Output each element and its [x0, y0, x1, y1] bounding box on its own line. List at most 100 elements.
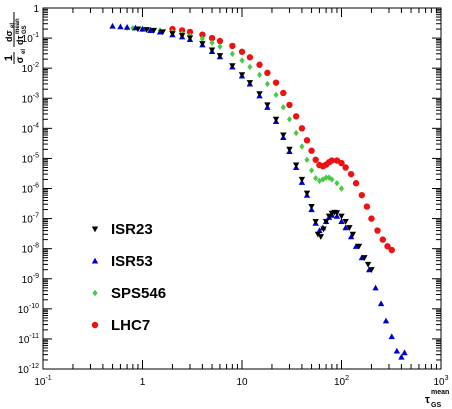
point-lhc7: [229, 42, 236, 50]
y-axis-title-dsigma-sub: el: [10, 23, 16, 28]
point-sps546: [329, 176, 335, 183]
point-lhc7: [246, 54, 254, 61]
point-sps546: [256, 71, 263, 79]
legend-label-isr53: ISR53: [111, 253, 153, 270]
y-tick-label: 10-7: [22, 213, 39, 226]
point-isr53: [147, 27, 154, 33]
point-lhc7: [342, 164, 349, 171]
y-tick-label: 10-3: [22, 92, 39, 105]
x-axis-title-sub: GS: [431, 402, 441, 409]
point-lhc7: [303, 137, 311, 144]
y-tick-label: 10-8: [22, 243, 39, 256]
point-sps546: [247, 63, 253, 71]
point-lhc7: [280, 89, 287, 97]
point-isr23: [199, 41, 206, 47]
point-isr23: [308, 204, 315, 210]
point-isr23: [303, 190, 311, 197]
point-isr23: [178, 33, 186, 39]
point-sps546: [286, 116, 293, 123]
point-lhc7: [328, 157, 336, 164]
y-axis-title-dtau-sup: mean: [15, 18, 21, 34]
point-lhc7: [347, 170, 355, 178]
point-sps546: [316, 177, 322, 185]
point-isr23: [229, 63, 236, 69]
y-axis-title-one: 1: [3, 55, 15, 61]
point-isr23: [216, 53, 224, 59]
point-lhc7: [272, 79, 280, 86]
point-isr53: [352, 243, 360, 249]
point-isr23: [320, 226, 327, 233]
y-axis-title-dtau-sub: GS: [22, 25, 28, 34]
legend-label-isr23: ISR23: [111, 221, 153, 238]
point-lhc7: [384, 243, 391, 250]
point-isr53: [123, 24, 131, 30]
point-sps546: [308, 167, 315, 174]
point-lhc7: [199, 31, 206, 38]
point-isr23: [286, 146, 293, 153]
y-tick-label: 10-2: [22, 62, 39, 75]
y-axis-title-dtau: dτ: [15, 35, 25, 45]
point-isr23: [322, 218, 330, 225]
y-tick-label: 10-4: [22, 122, 39, 135]
legend-marker-sps546: [92, 289, 98, 297]
y-axis-title-sigma: σ: [15, 56, 26, 63]
point-lhc7: [292, 113, 300, 120]
point-isr23: [298, 176, 306, 183]
point-lhc7: [388, 246, 395, 254]
x-tick-label: 10-1: [34, 375, 51, 388]
point-sps546: [217, 43, 223, 50]
point-sps546: [313, 174, 319, 182]
point-lhc7: [178, 27, 186, 34]
point-isr23: [134, 26, 142, 33]
point-isr53: [382, 317, 390, 324]
point-lhc7: [352, 180, 360, 187]
series-lhc7: [169, 25, 395, 254]
y-tick-label: 10-9: [22, 273, 39, 286]
point-isr53: [347, 233, 355, 240]
point-sps546: [239, 57, 245, 64]
point-sps546: [334, 180, 340, 187]
point-sps546: [338, 185, 345, 192]
y-axis-title-sigma-sub: el: [21, 49, 27, 54]
point-sps546: [273, 91, 279, 99]
point-isr53: [117, 23, 124, 30]
point-isr23: [272, 116, 280, 123]
y-tick-label: 10-1: [22, 32, 39, 45]
point-isr53: [139, 25, 146, 32]
point-sps546: [264, 80, 270, 88]
point-lhc7: [368, 215, 375, 222]
point-sps546: [299, 143, 305, 150]
x-tick-label: 102: [334, 375, 349, 388]
point-isr23: [333, 210, 341, 217]
point-isr53: [372, 284, 379, 291]
point-isr23: [186, 35, 194, 42]
point-isr53: [388, 333, 395, 340]
y-tick-label: 10-12: [18, 363, 39, 376]
point-lhc7: [312, 156, 319, 163]
point-lhc7: [338, 159, 345, 167]
series-isr23: [134, 26, 375, 273]
y-tick-label: 10-6: [22, 183, 39, 196]
point-isr23: [264, 102, 271, 109]
legend-marker-isr53: [91, 257, 99, 264]
x-tick-label: 103: [433, 375, 448, 388]
point-lhc7: [298, 125, 306, 132]
y-axis-title: 1 σ el dσ el dτ mean GS: [3, 12, 28, 64]
point-isr23: [208, 47, 216, 54]
point-isr53: [398, 353, 405, 360]
point-isr23: [312, 218, 319, 225]
point-lhc7: [208, 34, 216, 42]
x-axis-ticks: [42, 8, 442, 369]
x-axis-title: τ mean GS: [425, 389, 449, 409]
point-isr53: [156, 28, 164, 35]
point-isr23: [346, 225, 353, 231]
point-isr23: [150, 27, 158, 34]
point-lhc7: [358, 191, 366, 199]
point-isr53: [109, 22, 116, 29]
point-lhc7: [238, 48, 246, 55]
series-isr53: [109, 22, 408, 360]
y-axis-title-dsigma: dσ: [4, 30, 14, 42]
point-lhc7: [363, 203, 371, 210]
